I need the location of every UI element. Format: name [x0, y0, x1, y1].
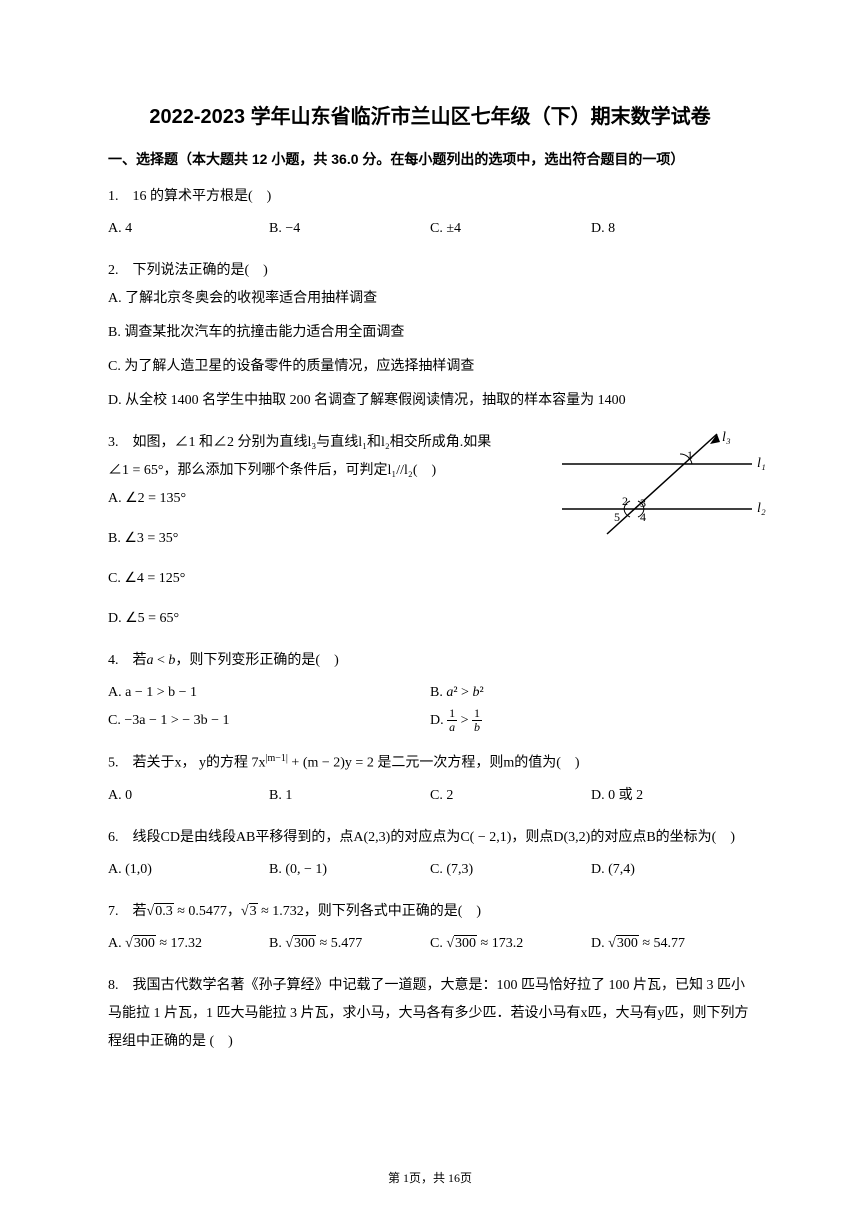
svg-text:1: 1	[687, 448, 693, 462]
svg-text:l₁: l₁	[757, 456, 766, 471]
q3-option-d: D. ∠5 = 65°	[108, 605, 507, 633]
q5-options: A. 0 B. 1 C. 2 D. 0 或 2	[108, 782, 752, 810]
q6-option-a: A. (1,0)	[108, 856, 269, 884]
q5-option-b: B. 1	[269, 782, 430, 810]
q5-stem: 5. 若关于x， y的方程 7x|m−1| + (m − 2)y = 2 是二元…	[108, 749, 752, 778]
q1-option-c: C. ±4	[430, 215, 591, 243]
q3-text: 3. 如图，∠1 和∠2 分别为直线l₃与直线l₁和l₂相交所成角.如果 ∠1 …	[108, 429, 507, 633]
q1-options: A. 4 B. −4 C. ±4 D. 8	[108, 215, 752, 243]
q4-stem: 4. 若a < b，则下列变形正确的是( )	[108, 647, 752, 675]
q3-option-a: A. ∠2 = 135°	[108, 485, 507, 513]
q4-options: A. a − 1 > b − 1 B. a² > b² C. −3a − 1 >…	[108, 679, 752, 735]
q2-options: A. 了解北京冬奥会的收视率适合用抽样调查 B. 调查某批次汽车的抗撞击能力适合…	[108, 285, 752, 415]
q3-stem-line1: 3. 如图，∠1 和∠2 分别为直线l₃与直线l₁和l₂相交所成角.如果	[108, 429, 507, 457]
q6-option-b: B. (0, − 1)	[269, 856, 430, 884]
q5-option-c: C. 2	[430, 782, 591, 810]
q8-stem: 8. 我国古代数学名著《孙子算经》中记载了一道题，大意是：100 匹马恰好拉了 …	[108, 972, 752, 1056]
q4-option-d: D. 1a > 1b	[430, 707, 752, 735]
q3-stem-line2: ∠1 = 65°，那么添加下列哪个条件后，可判定l₁//l₂( )	[108, 457, 507, 485]
q6-option-c: C. (7,3)	[430, 856, 591, 884]
question-5: 5. 若关于x， y的方程 7x|m−1| + (m − 2)y = 2 是二元…	[108, 749, 752, 810]
q2-option-c: C. 为了解人造卫星的设备零件的质量情况，应选择抽样调查	[108, 353, 752, 381]
q7-option-d: D. 300 ≈ 54.77	[591, 930, 752, 958]
q4-option-a: A. a − 1 > b − 1	[108, 679, 430, 707]
q4-option-b: B. a² > b²	[430, 679, 752, 707]
page-title: 2022-2023 学年山东省临沂市兰山区七年级（下）期末数学试卷	[108, 100, 752, 129]
q3-option-c: C. ∠4 = 125°	[108, 565, 507, 593]
q1-option-a: A. 4	[108, 215, 269, 243]
q7-stem: 7. 若0.3 ≈ 0.5477，3 ≈ 1.732，则下列各式中正确的是( )	[108, 898, 752, 926]
q6-stem: 6. 线段CD是由线段AB平移得到的，点A(2,3)的对应点为C( − 2,1)…	[108, 824, 752, 852]
question-7: 7. 若0.3 ≈ 0.5477，3 ≈ 1.732，则下列各式中正确的是( )…	[108, 898, 752, 958]
q1-option-d: D. 8	[591, 215, 752, 243]
q1-stem: 1. 16 的算术平方根是( )	[108, 183, 752, 211]
question-1: 1. 16 的算术平方根是( ) A. 4 B. −4 C. ±4 D. 8	[108, 183, 752, 243]
q5-option-a: A. 0	[108, 782, 269, 810]
q6-options: A. (1,0) B. (0, − 1) C. (7,3) D. (7,4)	[108, 856, 752, 884]
page-footer: 第 1页，共 16页	[0, 1169, 860, 1186]
q7-options: A. 300 ≈ 17.32 B. 300 ≈ 5.477 C. 300 ≈ 1…	[108, 930, 752, 958]
question-6: 6. 线段CD是由线段AB平移得到的，点A(2,3)的对应点为C( − 2,1)…	[108, 824, 752, 884]
q7-option-c: C. 300 ≈ 173.2	[430, 930, 591, 958]
q3-diagram: l₃ l₁ l₂ 1 2 3 4 5	[552, 429, 772, 539]
question-4: 4. 若a < b，则下列变形正确的是( ) A. a − 1 > b − 1 …	[108, 647, 752, 735]
q1-option-b: B. −4	[269, 215, 430, 243]
svg-text:l₃: l₃	[722, 430, 731, 445]
q7-option-a: A. 300 ≈ 17.32	[108, 930, 269, 958]
q3-option-b: B. ∠3 = 35°	[108, 525, 507, 553]
q2-stem: 2. 下列说法正确的是( )	[108, 257, 752, 285]
svg-text:5: 5	[614, 510, 620, 524]
section-header: 一、选择题（本大题共 12 小题，共 36.0 分。在每小题列出的选项中，选出符…	[108, 149, 752, 169]
question-3: 3. 如图，∠1 和∠2 分别为直线l₃与直线l₁和l₂相交所成角.如果 ∠1 …	[108, 429, 752, 633]
q2-option-d: D. 从全校 1400 名学生中抽取 200 名调查了解寒假阅读情况，抽取的样本…	[108, 387, 752, 415]
q4-option-c: C. −3a − 1 > − 3b − 1	[108, 707, 430, 735]
question-8: 8. 我国古代数学名著《孙子算经》中记载了一道题，大意是：100 匹马恰好拉了 …	[108, 972, 752, 1056]
q5-option-d: D. 0 或 2	[591, 782, 752, 810]
question-2: 2. 下列说法正确的是( ) A. 了解北京冬奥会的收视率适合用抽样调查 B. …	[108, 257, 752, 415]
q2-option-b: B. 调查某批次汽车的抗撞击能力适合用全面调查	[108, 319, 752, 347]
q7-option-b: B. 300 ≈ 5.477	[269, 930, 430, 958]
q6-option-d: D. (7,4)	[591, 856, 752, 884]
q2-option-a: A. 了解北京冬奥会的收视率适合用抽样调查	[108, 285, 752, 313]
svg-text:l₂: l₂	[757, 501, 766, 516]
